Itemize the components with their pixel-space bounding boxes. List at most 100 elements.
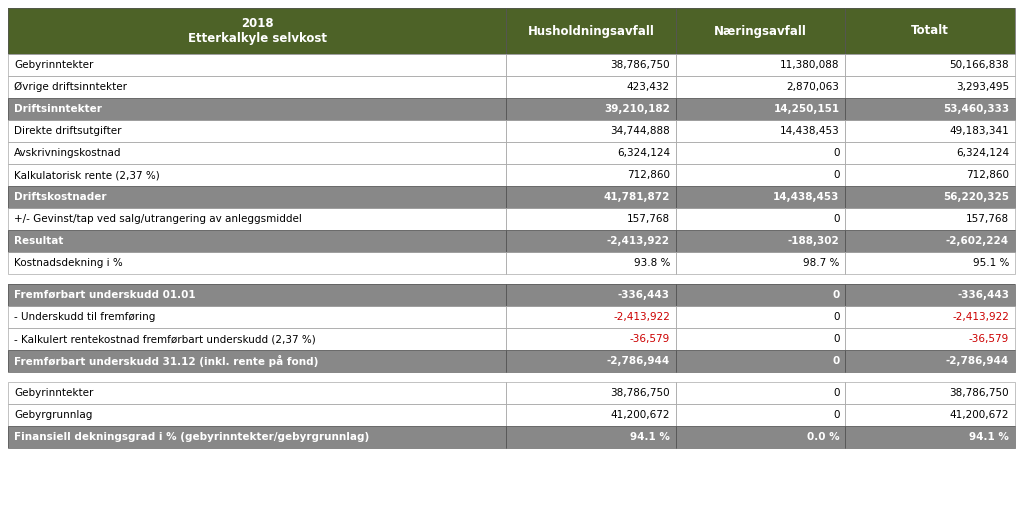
Bar <box>8 306 506 328</box>
Bar <box>676 164 845 186</box>
Bar <box>8 208 506 230</box>
Bar <box>506 350 676 372</box>
Bar <box>8 76 506 98</box>
Bar <box>506 54 676 76</box>
Text: 38,786,750: 38,786,750 <box>611 60 670 70</box>
Bar <box>506 186 676 208</box>
Bar <box>676 306 845 328</box>
Text: 56,220,325: 56,220,325 <box>943 192 1009 202</box>
Bar <box>506 54 676 76</box>
Bar <box>506 120 676 142</box>
Bar <box>506 142 676 164</box>
Bar <box>676 350 845 372</box>
Text: 41,781,872: 41,781,872 <box>604 192 670 202</box>
Bar <box>676 142 845 164</box>
Bar <box>676 208 845 230</box>
Text: 2018
Etterkalkyle selvkost: 2018 Etterkalkyle selvkost <box>188 17 326 45</box>
Text: Øvrige driftsinntekter: Øvrige driftsinntekter <box>14 82 127 92</box>
Text: Avskrivningskostnad: Avskrivningskostnad <box>14 148 122 158</box>
Bar <box>676 186 845 208</box>
Text: Driftskostnader: Driftskostnader <box>14 192 106 202</box>
Bar <box>8 230 506 252</box>
Bar <box>506 230 676 252</box>
Text: 38,786,750: 38,786,750 <box>611 388 670 398</box>
Bar <box>506 76 676 98</box>
Bar <box>845 382 1015 404</box>
Bar <box>506 76 676 98</box>
Text: -2,602,224: -2,602,224 <box>946 236 1009 246</box>
Bar <box>676 98 845 120</box>
Bar <box>8 328 506 350</box>
Bar <box>8 120 506 142</box>
Bar <box>506 164 676 186</box>
Bar <box>676 98 845 120</box>
Text: 39,210,182: 39,210,182 <box>605 104 670 114</box>
Text: 14,438,453: 14,438,453 <box>780 126 840 136</box>
Text: 423,432: 423,432 <box>627 82 670 92</box>
Bar <box>8 328 506 350</box>
Bar <box>845 76 1015 98</box>
Bar <box>8 306 506 328</box>
Bar <box>845 306 1015 328</box>
Bar <box>845 8 1015 54</box>
Bar <box>845 426 1015 448</box>
Bar <box>676 230 845 252</box>
Text: 53,460,333: 53,460,333 <box>943 104 1009 114</box>
Text: Direkte driftsutgifter: Direkte driftsutgifter <box>14 126 122 136</box>
Bar <box>8 252 506 274</box>
Bar <box>506 306 676 328</box>
Text: 712,860: 712,860 <box>966 170 1009 180</box>
Text: 0.0 %: 0.0 % <box>807 432 840 442</box>
Text: -36,579: -36,579 <box>969 334 1009 344</box>
Text: 14,250,151: 14,250,151 <box>773 104 840 114</box>
Bar <box>676 76 845 98</box>
Bar <box>506 186 676 208</box>
Bar <box>506 306 676 328</box>
Bar <box>676 142 845 164</box>
Bar <box>8 54 506 76</box>
Text: 94.1 %: 94.1 % <box>630 432 670 442</box>
Bar <box>506 252 676 274</box>
Bar <box>506 350 676 372</box>
Bar <box>8 284 506 306</box>
Bar <box>845 426 1015 448</box>
Bar <box>676 306 845 328</box>
Text: - Underskudd til fremføring: - Underskudd til fremføring <box>14 312 155 322</box>
Bar <box>8 426 506 448</box>
Bar <box>676 382 845 404</box>
Bar <box>8 54 506 76</box>
Bar <box>8 164 506 186</box>
Bar <box>506 164 676 186</box>
Bar <box>506 382 676 404</box>
Text: Gebyrinntekter: Gebyrinntekter <box>14 60 93 70</box>
Bar <box>676 404 845 426</box>
Bar <box>676 252 845 274</box>
Text: 6,324,124: 6,324,124 <box>955 148 1009 158</box>
Bar <box>845 404 1015 426</box>
Bar <box>845 120 1015 142</box>
Bar <box>676 8 845 54</box>
Bar <box>506 120 676 142</box>
Bar <box>506 426 676 448</box>
Text: 0: 0 <box>833 410 840 420</box>
Bar <box>676 208 845 230</box>
Text: 157,768: 157,768 <box>966 214 1009 224</box>
Bar <box>506 328 676 350</box>
Text: 2,870,063: 2,870,063 <box>787 82 840 92</box>
Text: 14,438,453: 14,438,453 <box>773 192 840 202</box>
Bar <box>8 142 506 164</box>
Text: Fremførbart underskudd 31.12 (inkl. rente på fond): Fremførbart underskudd 31.12 (inkl. rent… <box>14 355 318 367</box>
Bar <box>845 76 1015 98</box>
Text: 41,200,672: 41,200,672 <box>949 410 1009 420</box>
Bar <box>506 382 676 404</box>
Bar <box>506 252 676 274</box>
Bar <box>845 382 1015 404</box>
Text: 6,324,124: 6,324,124 <box>617 148 670 158</box>
Bar <box>8 98 506 120</box>
Bar <box>506 404 676 426</box>
Bar <box>845 142 1015 164</box>
Text: - Kalkulert rentekostnad fremførbart underskudd (2,37 %): - Kalkulert rentekostnad fremførbart und… <box>14 334 316 344</box>
Text: -2,786,944: -2,786,944 <box>607 356 670 366</box>
Text: 3,293,495: 3,293,495 <box>955 82 1009 92</box>
Bar <box>676 426 845 448</box>
